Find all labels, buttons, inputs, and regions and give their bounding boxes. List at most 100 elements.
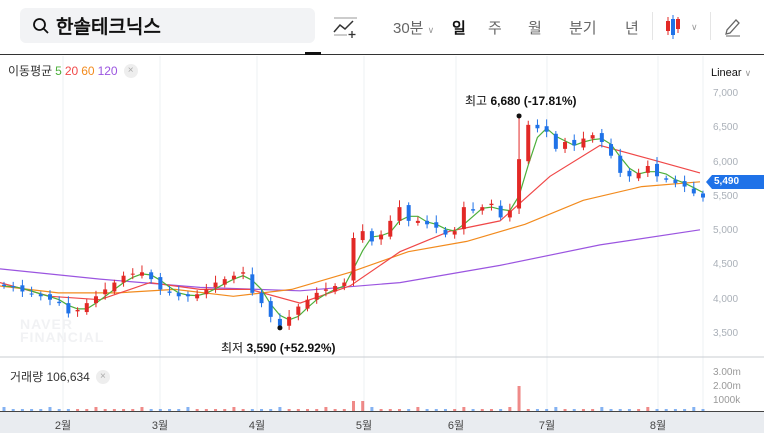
volume-tick: 2.00m xyxy=(713,381,741,392)
volume-bar xyxy=(545,409,549,411)
candle-body xyxy=(489,203,494,206)
candle-body xyxy=(379,234,384,240)
candle-body xyxy=(415,220,420,223)
candle-body xyxy=(507,210,512,218)
tab-month[interactable]: 월 xyxy=(528,20,542,37)
volume-bar xyxy=(361,401,365,411)
volume-bar xyxy=(241,409,245,411)
stock-search[interactable]: 한솔테크닉스 xyxy=(20,8,315,43)
volume-bar xyxy=(48,407,52,411)
high-label: 최고 xyxy=(465,94,488,108)
add-indicator-icon[interactable] xyxy=(333,16,359,38)
volume-bar xyxy=(609,409,613,411)
candle-body xyxy=(369,231,374,242)
y-tick-label: 6,000 xyxy=(713,156,739,168)
volume-bar xyxy=(664,409,668,411)
candle-body xyxy=(572,139,577,146)
candle-body xyxy=(112,282,117,292)
volume-bar xyxy=(554,407,558,411)
volume-bar xyxy=(379,409,383,411)
candle-body xyxy=(2,284,6,286)
low-label: 최저 xyxy=(221,341,244,355)
y-tick-label: 4,500 xyxy=(713,259,739,271)
candle-body xyxy=(47,294,52,300)
candle-body xyxy=(517,159,522,209)
interval-label: 30분 xyxy=(393,20,424,37)
candle-body xyxy=(655,163,660,177)
ma20-label: 20 xyxy=(64,63,79,78)
candle-body xyxy=(535,124,540,129)
candle-body xyxy=(618,155,623,173)
x-tick-label: 6월 xyxy=(447,420,465,432)
volume-bar xyxy=(591,409,595,411)
volume-bar xyxy=(425,409,429,411)
volume-bar xyxy=(168,409,172,411)
scale-mode-select[interactable]: Linear ∨ xyxy=(711,67,751,79)
volume-bar xyxy=(572,409,576,411)
tab-quarter[interactable]: 분기 xyxy=(569,20,597,37)
candle-body xyxy=(333,285,338,292)
interval-select[interactable]: 30분 ∨ xyxy=(393,17,434,38)
ma5-line xyxy=(3,127,704,321)
candle-body xyxy=(627,170,632,177)
volume-bar xyxy=(140,407,144,411)
y-tick-label: 5,500 xyxy=(713,190,739,202)
low-value: 3,590 (+52.92%) xyxy=(246,341,336,355)
candle-body xyxy=(287,316,292,326)
pencil-icon[interactable] xyxy=(723,17,743,37)
volume-bar xyxy=(103,409,107,411)
candle-body xyxy=(581,138,586,148)
volume-bar xyxy=(232,407,236,411)
volume-bar xyxy=(646,407,650,411)
volume-bar xyxy=(471,409,475,411)
volume-bar xyxy=(122,409,126,411)
candle-body xyxy=(241,272,246,274)
candle-body xyxy=(57,301,62,304)
volume-value: 106,634 xyxy=(46,369,90,384)
close-icon[interactable]: × xyxy=(95,369,110,384)
candle-body xyxy=(397,207,402,221)
candle-body xyxy=(66,303,71,314)
volume-bar xyxy=(352,401,355,411)
volume-bar xyxy=(306,409,310,411)
candle-body xyxy=(149,272,154,280)
volume-bar xyxy=(499,409,503,411)
candle-body xyxy=(351,237,356,281)
search-icon xyxy=(33,17,49,34)
candle-body xyxy=(268,301,273,317)
x-tick-label: 4월 xyxy=(248,420,266,432)
candle-body xyxy=(213,282,218,288)
tab-week[interactable]: 주 xyxy=(488,20,502,37)
volume-bar xyxy=(250,409,254,411)
candle-body xyxy=(609,144,614,156)
volume-bar xyxy=(57,409,61,411)
y-tick-label: 3,500 xyxy=(713,327,739,339)
candle-body xyxy=(526,124,531,162)
volume-bar xyxy=(407,409,411,411)
svg-text:∨: ∨ xyxy=(691,22,698,32)
close-icon[interactable]: × xyxy=(123,63,138,78)
volume-bar xyxy=(388,409,392,411)
candle-body xyxy=(231,275,236,280)
candle-body xyxy=(452,231,457,235)
volume-bar xyxy=(112,409,116,411)
candle-body xyxy=(645,165,650,173)
candle-body xyxy=(11,285,16,288)
volume-label: 거래량 xyxy=(10,370,44,384)
tab-year[interactable]: 년 xyxy=(625,20,639,37)
tab-day[interactable]: 일 xyxy=(452,20,466,37)
candle-body xyxy=(222,279,227,285)
volume-bar xyxy=(324,407,328,411)
stock-name: 한솔테크닉스 xyxy=(56,17,161,38)
volume-bar xyxy=(204,409,208,411)
x-axis: 2월 3월 4월 5월 6월 7월 8월 xyxy=(0,411,764,433)
candle-body xyxy=(425,220,430,225)
volume-bar xyxy=(177,409,181,411)
candle-chart-type-icon[interactable]: ∨ xyxy=(664,15,700,39)
high-marker xyxy=(516,113,522,119)
volume-bar xyxy=(508,407,512,411)
candle-body xyxy=(29,293,34,295)
volume-bar xyxy=(287,409,291,411)
candle-body xyxy=(480,207,485,211)
